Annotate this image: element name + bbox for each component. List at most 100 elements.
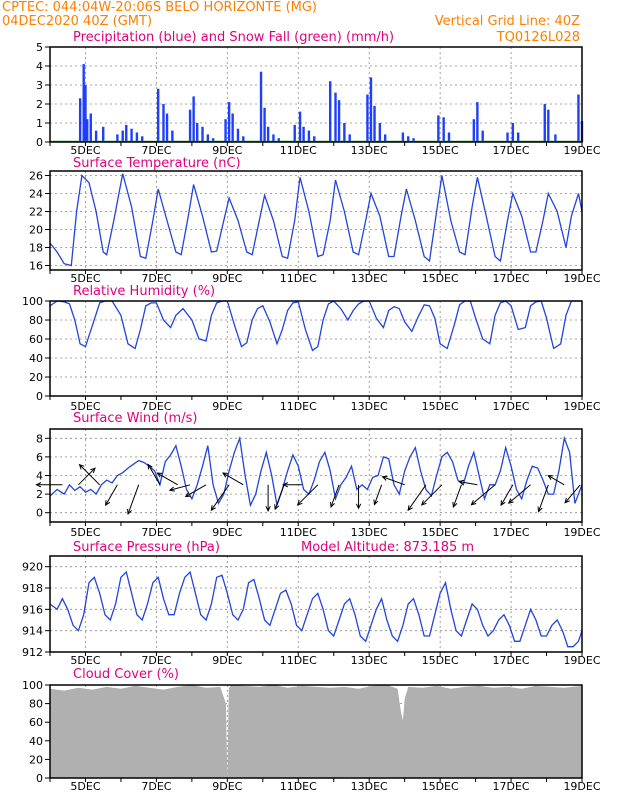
precipitation-bar: [102, 126, 105, 142]
precipitation-bar: [366, 94, 369, 142]
precipitation-bar: [543, 104, 546, 142]
precipitation-bar: [206, 134, 210, 142]
precipitation-bar: [78, 98, 82, 142]
wind-xtick-label: 19DEC: [563, 526, 600, 539]
wind-arrowhead: [330, 501, 335, 508]
precipitation-bar: [263, 107, 266, 142]
pressure-xtick-label: 17DEC: [493, 654, 530, 667]
temperature-ytick-label: 20: [29, 224, 43, 237]
wind-vector: [147, 464, 161, 486]
wind-ytick-label: 6: [36, 451, 43, 464]
wind-vector: [157, 472, 178, 486]
wind-vector: [79, 464, 101, 486]
temperature-xtick-label: 11DEC: [280, 272, 317, 285]
wind-arrowhead: [127, 508, 132, 516]
temperature-ytick-label: 26: [29, 170, 43, 183]
cloud-cover-ytick-label: 40: [29, 735, 43, 748]
wind-arrowhead: [452, 501, 458, 508]
precipitation-bar: [302, 126, 305, 142]
precipitation-bar: [307, 130, 311, 142]
cloud-cover-title: Cloud Cover (%): [73, 667, 179, 682]
wind-arrowhead: [470, 499, 477, 506]
wind-arrowhead: [507, 498, 514, 504]
pressure-xtick-label: 7DEC: [141, 654, 171, 667]
cloud-cover-ytick-label: 20: [29, 753, 43, 766]
humidity-ytick-label: 100: [22, 295, 43, 308]
precipitation-bar: [188, 109, 192, 142]
wind-arrowhead: [184, 492, 191, 498]
wind-line: [49, 435, 583, 508]
wind-ytick-label: 4: [36, 470, 43, 483]
precipitation-bar: [277, 138, 280, 142]
humidity-title: Relative Humidity (%): [73, 284, 215, 299]
precipitation-ytick-label: 0: [36, 136, 43, 149]
precipitation-bar: [373, 105, 376, 142]
precipitation-xtick-label: 9DEC: [212, 144, 242, 157]
temperature-xtick-label: 19DEC: [563, 272, 600, 285]
temperature-frame: [49, 170, 583, 271]
header-run-date: 04DEC2020 40Z (GMT): [2, 14, 152, 29]
wind-arrowhead: [500, 500, 506, 507]
precipitation-bar: [236, 128, 240, 142]
cloud-cover-ytick-label: 80: [29, 698, 43, 711]
precipitation-xtick-label: 19DEC: [563, 144, 600, 157]
wind-vector: [459, 481, 478, 486]
humidity-ytick-label: 0: [36, 390, 43, 403]
wind-vector: [421, 484, 443, 506]
wind-arrowhead: [35, 482, 42, 488]
precipitation-bar: [227, 102, 231, 142]
precipitation-bar: [86, 119, 89, 142]
humidity-ytick-label: 80: [29, 314, 43, 327]
cloud-cover-xtick-label: 19DEC: [563, 780, 600, 793]
pressure-xtick-label: 5DEC: [70, 654, 100, 667]
wind-arrowhead: [373, 499, 379, 506]
precipitation-bar: [481, 130, 484, 142]
wind-title: Surface Wind (m/s): [73, 411, 197, 426]
humidity-ytick-label: 20: [29, 371, 43, 384]
precipitation-title: Precipitation (blue) and Snow Fall (gree…: [73, 30, 394, 45]
humidity-xtick-label: 17DEC: [493, 400, 530, 413]
precipitation-bar: [293, 124, 296, 142]
wind-vector: [210, 484, 230, 511]
wind-arrowhead: [564, 497, 570, 504]
cloud-cover-xtick-label: 15DEC: [422, 780, 459, 793]
precipitation-bar: [506, 132, 509, 142]
wind-vector: [538, 484, 549, 512]
wind-vector: [407, 484, 427, 511]
wind-arrowhead: [355, 503, 362, 510]
precipitation-bar: [577, 94, 580, 142]
humidity-panel: Relative Humidity (%) 0 20 40 60 80 100 5DEC 7DE…: [22, 284, 601, 413]
pressure-ytick-label: 914: [22, 625, 43, 638]
wind-vector: [105, 484, 118, 506]
precipitation-bar: [116, 134, 119, 142]
humidity-xtick-label: 7DEC: [141, 400, 171, 413]
cloud-cover-ytick-label: 0: [36, 772, 43, 785]
precipitation-xtick-label: 17DEC: [493, 144, 530, 157]
temperature-title: Surface Temperature (nC): [73, 156, 241, 171]
wind-vector: [169, 484, 191, 491]
wind-vector: [382, 476, 405, 486]
pressure-ytick-label: 920: [22, 561, 43, 574]
humidity-ytick-label: 40: [29, 352, 43, 365]
precipitation-bar: [272, 134, 275, 142]
temperature-xtick-label: 5DEC: [70, 272, 100, 285]
humidity-xtick-label: 9DEC: [212, 400, 242, 413]
wind-vector: [297, 484, 319, 506]
wind-arrowhead: [420, 500, 427, 506]
precipitation-bar: [125, 124, 128, 142]
precipitation-bar: [84, 85, 87, 142]
precipitation-xtick-label: 13DEC: [351, 144, 388, 157]
precipitation-xtick-label: 7DEC: [141, 144, 171, 157]
precipitation-bar: [378, 123, 382, 142]
precipitation-bar: [211, 138, 215, 142]
cloud-cover-panel: Cloud Cover (%) 0 20 40 60 80 100 5DEC 7DEC 9DEC 1…: [22, 667, 601, 793]
wind-xtick-label: 11DEC: [280, 526, 317, 539]
precipitation-panel: Precipitation (blue) and Snow Fall (gree…: [36, 30, 601, 157]
wind-arrowhead: [407, 505, 413, 512]
wind-xtick-label: 15DEC: [422, 526, 459, 539]
precipitation-bar: [407, 136, 410, 142]
humidity-xtick-label: 19DEC: [563, 400, 600, 413]
precipitation-bar: [442, 117, 445, 142]
humidity-frame: [49, 300, 583, 397]
wind-arrowhead: [221, 472, 228, 478]
